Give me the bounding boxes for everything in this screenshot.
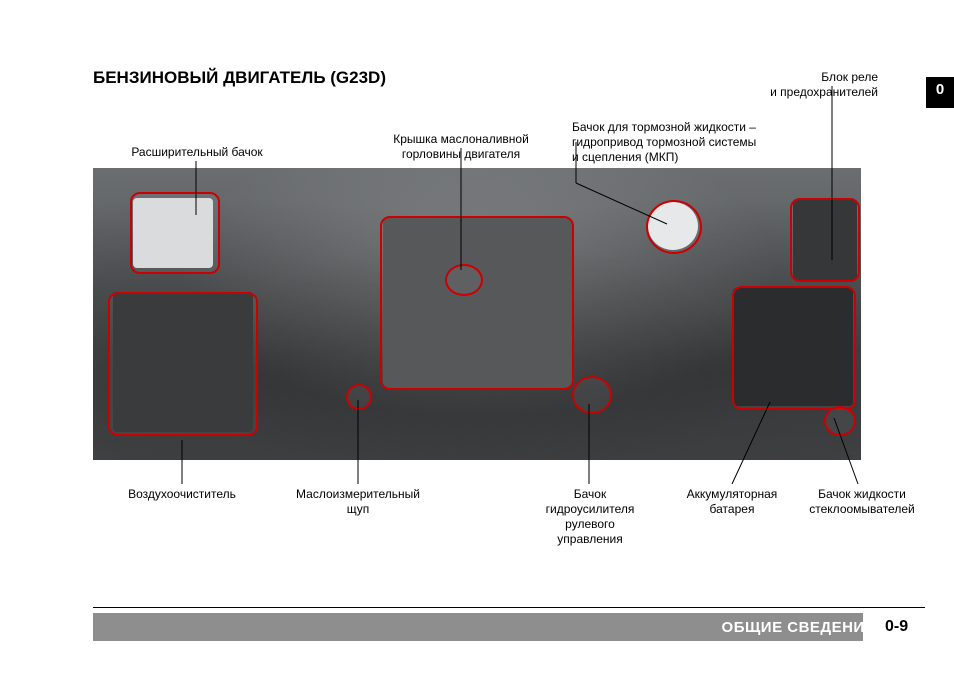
footer-section-title: ОБЩИЕ СВЕДЕНИЯ (722, 619, 876, 636)
label-battery: Аккумуляторнаябатарея (672, 487, 792, 517)
leader-lines (0, 0, 954, 682)
footer-rule (93, 607, 925, 608)
label-washer: Бачок жидкостистеклоомывателей (792, 487, 932, 517)
label-powersteer: Бачокгидроусилителярулевогоуправления (530, 487, 650, 547)
page: БЕНЗИНОВЫЙ ДВИГАТЕЛЬ (G23D) 0 Расширител… (0, 0, 954, 682)
page-number: 0-9 (885, 618, 908, 636)
label-dipstick: Маслоизмерительныйщуп (278, 487, 438, 517)
label-aircleaner: Воздухоочиститель (112, 487, 252, 502)
